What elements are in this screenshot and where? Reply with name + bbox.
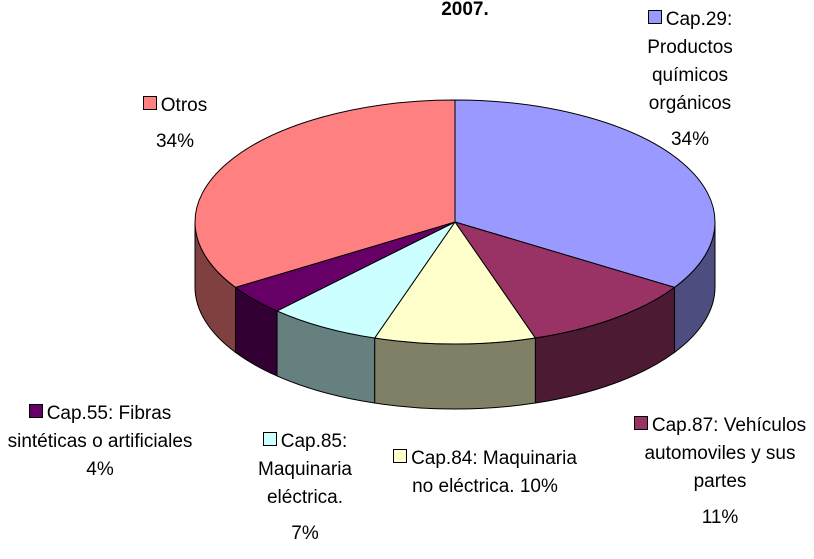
value-label: 34%	[155, 131, 195, 152]
value-label: 10%	[519, 476, 558, 497]
legend-swatch	[262, 432, 277, 446]
pie-slice	[454, 99, 716, 288]
slice-label: Cap.87: Vehículos automoviles y sus part…	[630, 412, 810, 532]
pie-slice	[275, 221, 456, 339]
value-label: 11%	[701, 507, 739, 528]
category-label: Cap.55: Fibras sintéticas o artificiales	[7, 403, 193, 452]
category-label: Cap.29: Productos químicos orgánicos	[647, 9, 733, 114]
category-label: Cap.85: Maquinaria eléctrica.	[258, 431, 352, 508]
legend-swatch	[142, 96, 157, 110]
pie-side	[374, 337, 536, 410]
legend-swatch	[633, 416, 648, 430]
slice-label: Cap.84: Maquinaria no eléctrica. 10%	[390, 445, 580, 501]
slice-label: Cap.85: Maquinaria eléctrica. 7%	[240, 428, 370, 548]
legend-swatch	[647, 10, 662, 24]
slice-label: Otros 34%	[115, 92, 235, 156]
pie-slice	[453, 221, 676, 339]
legend-swatch	[28, 404, 43, 418]
slice-label: Cap.29: Productos químicos orgánicos 34%	[622, 6, 758, 154]
chart-title: 2007.	[441, 0, 489, 20]
value-label: 7%	[291, 523, 319, 544]
pie-slice	[373, 221, 537, 345]
slice-label: Cap.55: Fibras sintéticas o artificiales…	[5, 400, 195, 484]
pie-slice	[194, 99, 456, 288]
legend-swatch	[393, 449, 408, 463]
category-label: Cap.87: Vehículos automoviles y sus part…	[644, 415, 807, 492]
value-label: 34%	[670, 129, 710, 150]
value-label: 4%	[86, 459, 114, 480]
category-label: Cap.84: Maquinaria no eléctrica.	[411, 448, 577, 497]
category-label: Otros	[160, 95, 208, 116]
